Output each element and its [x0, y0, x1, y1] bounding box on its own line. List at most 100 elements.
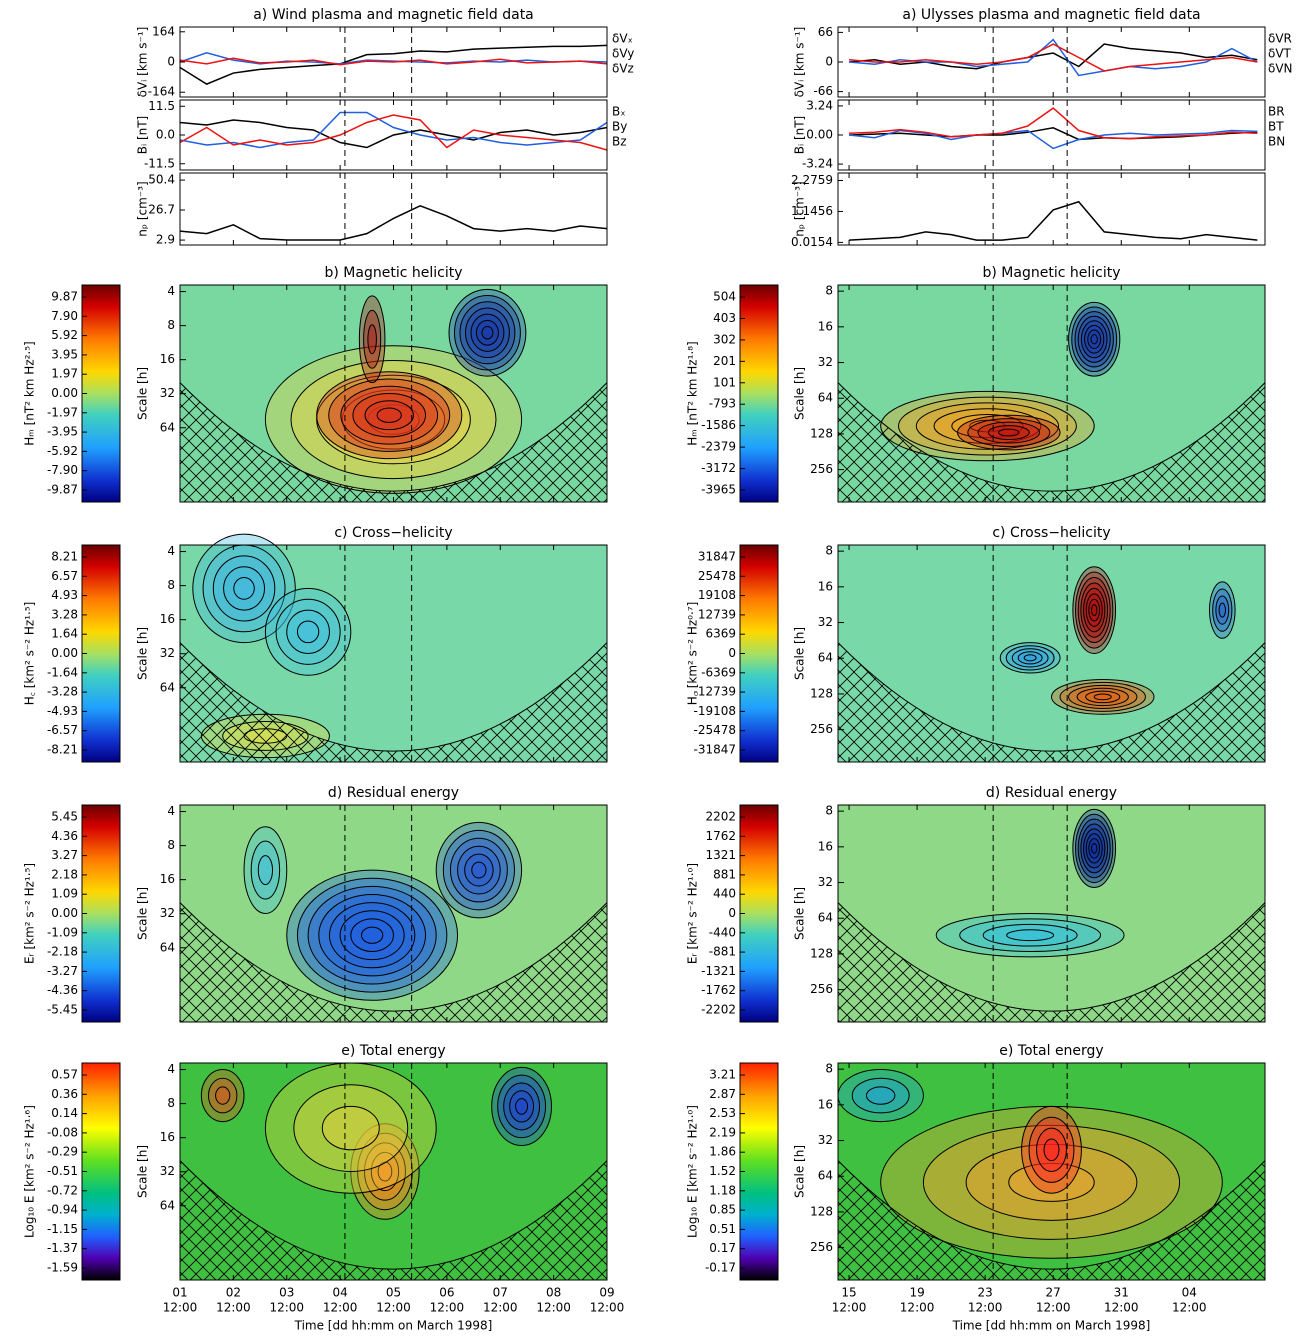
- y-tick-label: -164: [148, 85, 175, 99]
- y-tick-label: 50.4: [148, 173, 175, 187]
- cone-of-influence: [837, 901, 1266, 1023]
- y-axis-label: Bᵢ [nT]: [793, 116, 807, 155]
- y-tick-label: 16: [818, 579, 833, 593]
- contour: [367, 324, 377, 355]
- colorbar-label: H꜀ [km² s⁻² Hz⁰·⁷]: [686, 602, 700, 706]
- series-line: [179, 205, 608, 241]
- series-line: [179, 57, 608, 66]
- plot-frame: [837, 804, 1266, 1023]
- cone-of-influence: [179, 381, 608, 503]
- x-tick-sublabel: 12:00: [376, 1301, 411, 1315]
- x-tick-label: 23: [978, 1286, 993, 1300]
- contour: [318, 894, 427, 977]
- contour: [865, 1086, 896, 1105]
- contour: [376, 407, 402, 423]
- y-tick-label: 256: [810, 1240, 833, 1254]
- colorbar-tick-label: 2.18: [51, 867, 78, 881]
- x-tick-sublabel: 12:00: [269, 1301, 304, 1315]
- x-tick-sublabel: 12:00: [536, 1301, 571, 1315]
- panel-title: b) Magnetic helicity: [325, 265, 463, 281]
- x-tick-sublabel: 12:00: [483, 1301, 518, 1315]
- plot-frame: [179, 544, 608, 763]
- y-tick-label: 64: [818, 911, 833, 925]
- y-tick-label: 128: [810, 946, 833, 960]
- colorbar-tick-label: 2.19: [709, 1125, 736, 1139]
- contour: [515, 1098, 529, 1115]
- y-tick-label: -66: [813, 84, 833, 98]
- colorbar-tick-label: -0.94: [47, 1203, 78, 1217]
- contour: [1091, 604, 1098, 617]
- contour: [435, 821, 523, 919]
- contour: [1208, 581, 1236, 639]
- colorbar-tick-label: -2202: [701, 1003, 736, 1017]
- contour: [491, 1066, 552, 1146]
- series-line: [179, 111, 608, 149]
- colorbar-tick-label: 1.86: [709, 1145, 736, 1159]
- y-tick-label: 256: [810, 982, 833, 996]
- contour: [352, 393, 427, 438]
- colorbar-tick-label: 1.97: [51, 367, 78, 381]
- panel-title: c) Cross−helicity: [334, 525, 452, 541]
- plot-frame: [179, 172, 608, 246]
- colorbar-tick-label: -12739: [693, 685, 736, 699]
- y-tick-label: 64: [160, 1198, 175, 1212]
- contour: [307, 885, 437, 985]
- contour: [1080, 320, 1108, 359]
- contour: [1077, 577, 1111, 644]
- colorbar-tick-label: 101: [713, 375, 736, 389]
- contour: [951, 413, 1024, 439]
- y-axis-label: δVᵢ [km s⁻¹]: [793, 27, 807, 98]
- plot-frame: [179, 804, 608, 1023]
- x-tick-sublabel: 12:00: [1172, 1301, 1207, 1315]
- contour: [207, 1077, 238, 1114]
- colorbar-tick-label: 0.17: [709, 1241, 736, 1255]
- plot-frame: [179, 26, 608, 98]
- y-tick-label: 2.2759: [791, 173, 833, 187]
- contour: [471, 861, 487, 879]
- y-tick-label: 64: [160, 940, 175, 954]
- y-tick-label: 8: [167, 1096, 175, 1110]
- y-axis-label: δVᵢ [km s⁻¹]: [136, 27, 150, 98]
- legend-entry: δVN: [1268, 62, 1293, 76]
- y-tick-label: 16: [160, 872, 175, 886]
- y-tick-label: 16: [160, 352, 175, 366]
- x-tick-sublabel: 12:00: [323, 1301, 358, 1315]
- legend-entry: BT: [1268, 120, 1284, 134]
- y-tick-label: 8: [167, 838, 175, 852]
- contour: [233, 577, 255, 600]
- y-tick-label: 8: [167, 578, 175, 592]
- y-axis-label: Scale [h]: [793, 1145, 807, 1198]
- colorbar-tick-label: -1.97: [47, 405, 78, 419]
- x-tick-label: 02: [226, 1286, 241, 1300]
- colorbar-tick-label: 0.57: [51, 1068, 78, 1082]
- contour: [250, 840, 281, 900]
- colorbar-tick-label: -5.45: [47, 1003, 78, 1017]
- colorbar-tick-label: -3.95: [47, 425, 78, 439]
- contour: [1088, 838, 1101, 859]
- series-line: [179, 44, 608, 85]
- x-tick-label: 15: [841, 1286, 856, 1300]
- colorbar-tick-label: 3.28: [51, 607, 78, 621]
- colorbar-tick-label: 8.21: [51, 550, 78, 564]
- contour: [1080, 582, 1109, 638]
- y-tick-label: 3.24: [806, 98, 833, 112]
- colorbar: [81, 544, 121, 763]
- figure-title: a) Ulysses plasma and magnetic field dat…: [902, 7, 1200, 23]
- colorbar-tick-label: -1.15: [47, 1222, 78, 1236]
- x-tick-label: 06: [439, 1286, 454, 1300]
- colorbar-label: Log₁₀ E [km² s⁻² Hz¹·⁶]: [23, 1105, 37, 1238]
- x-axis-label: Time [dd hh:mm on March 1998]: [952, 1319, 1151, 1333]
- y-tick-label: 0: [167, 55, 175, 69]
- y-tick-label: -3.24: [802, 157, 833, 171]
- panel-title: d) Residual energy: [986, 785, 1117, 801]
- contour: [339, 910, 405, 961]
- colorbar-tick-label: -8.21: [47, 743, 78, 757]
- x-tick-sublabel: 12:00: [832, 1301, 867, 1315]
- contour: [1083, 828, 1106, 869]
- y-tick-label: 66: [818, 25, 833, 39]
- colorbar-tick-label: 0.14: [51, 1106, 78, 1120]
- y-tick-label: 64: [160, 680, 175, 694]
- y-tick-label: 32: [818, 355, 833, 369]
- contour: [1215, 595, 1230, 625]
- colorbar-tick-label: -9.87: [47, 483, 78, 497]
